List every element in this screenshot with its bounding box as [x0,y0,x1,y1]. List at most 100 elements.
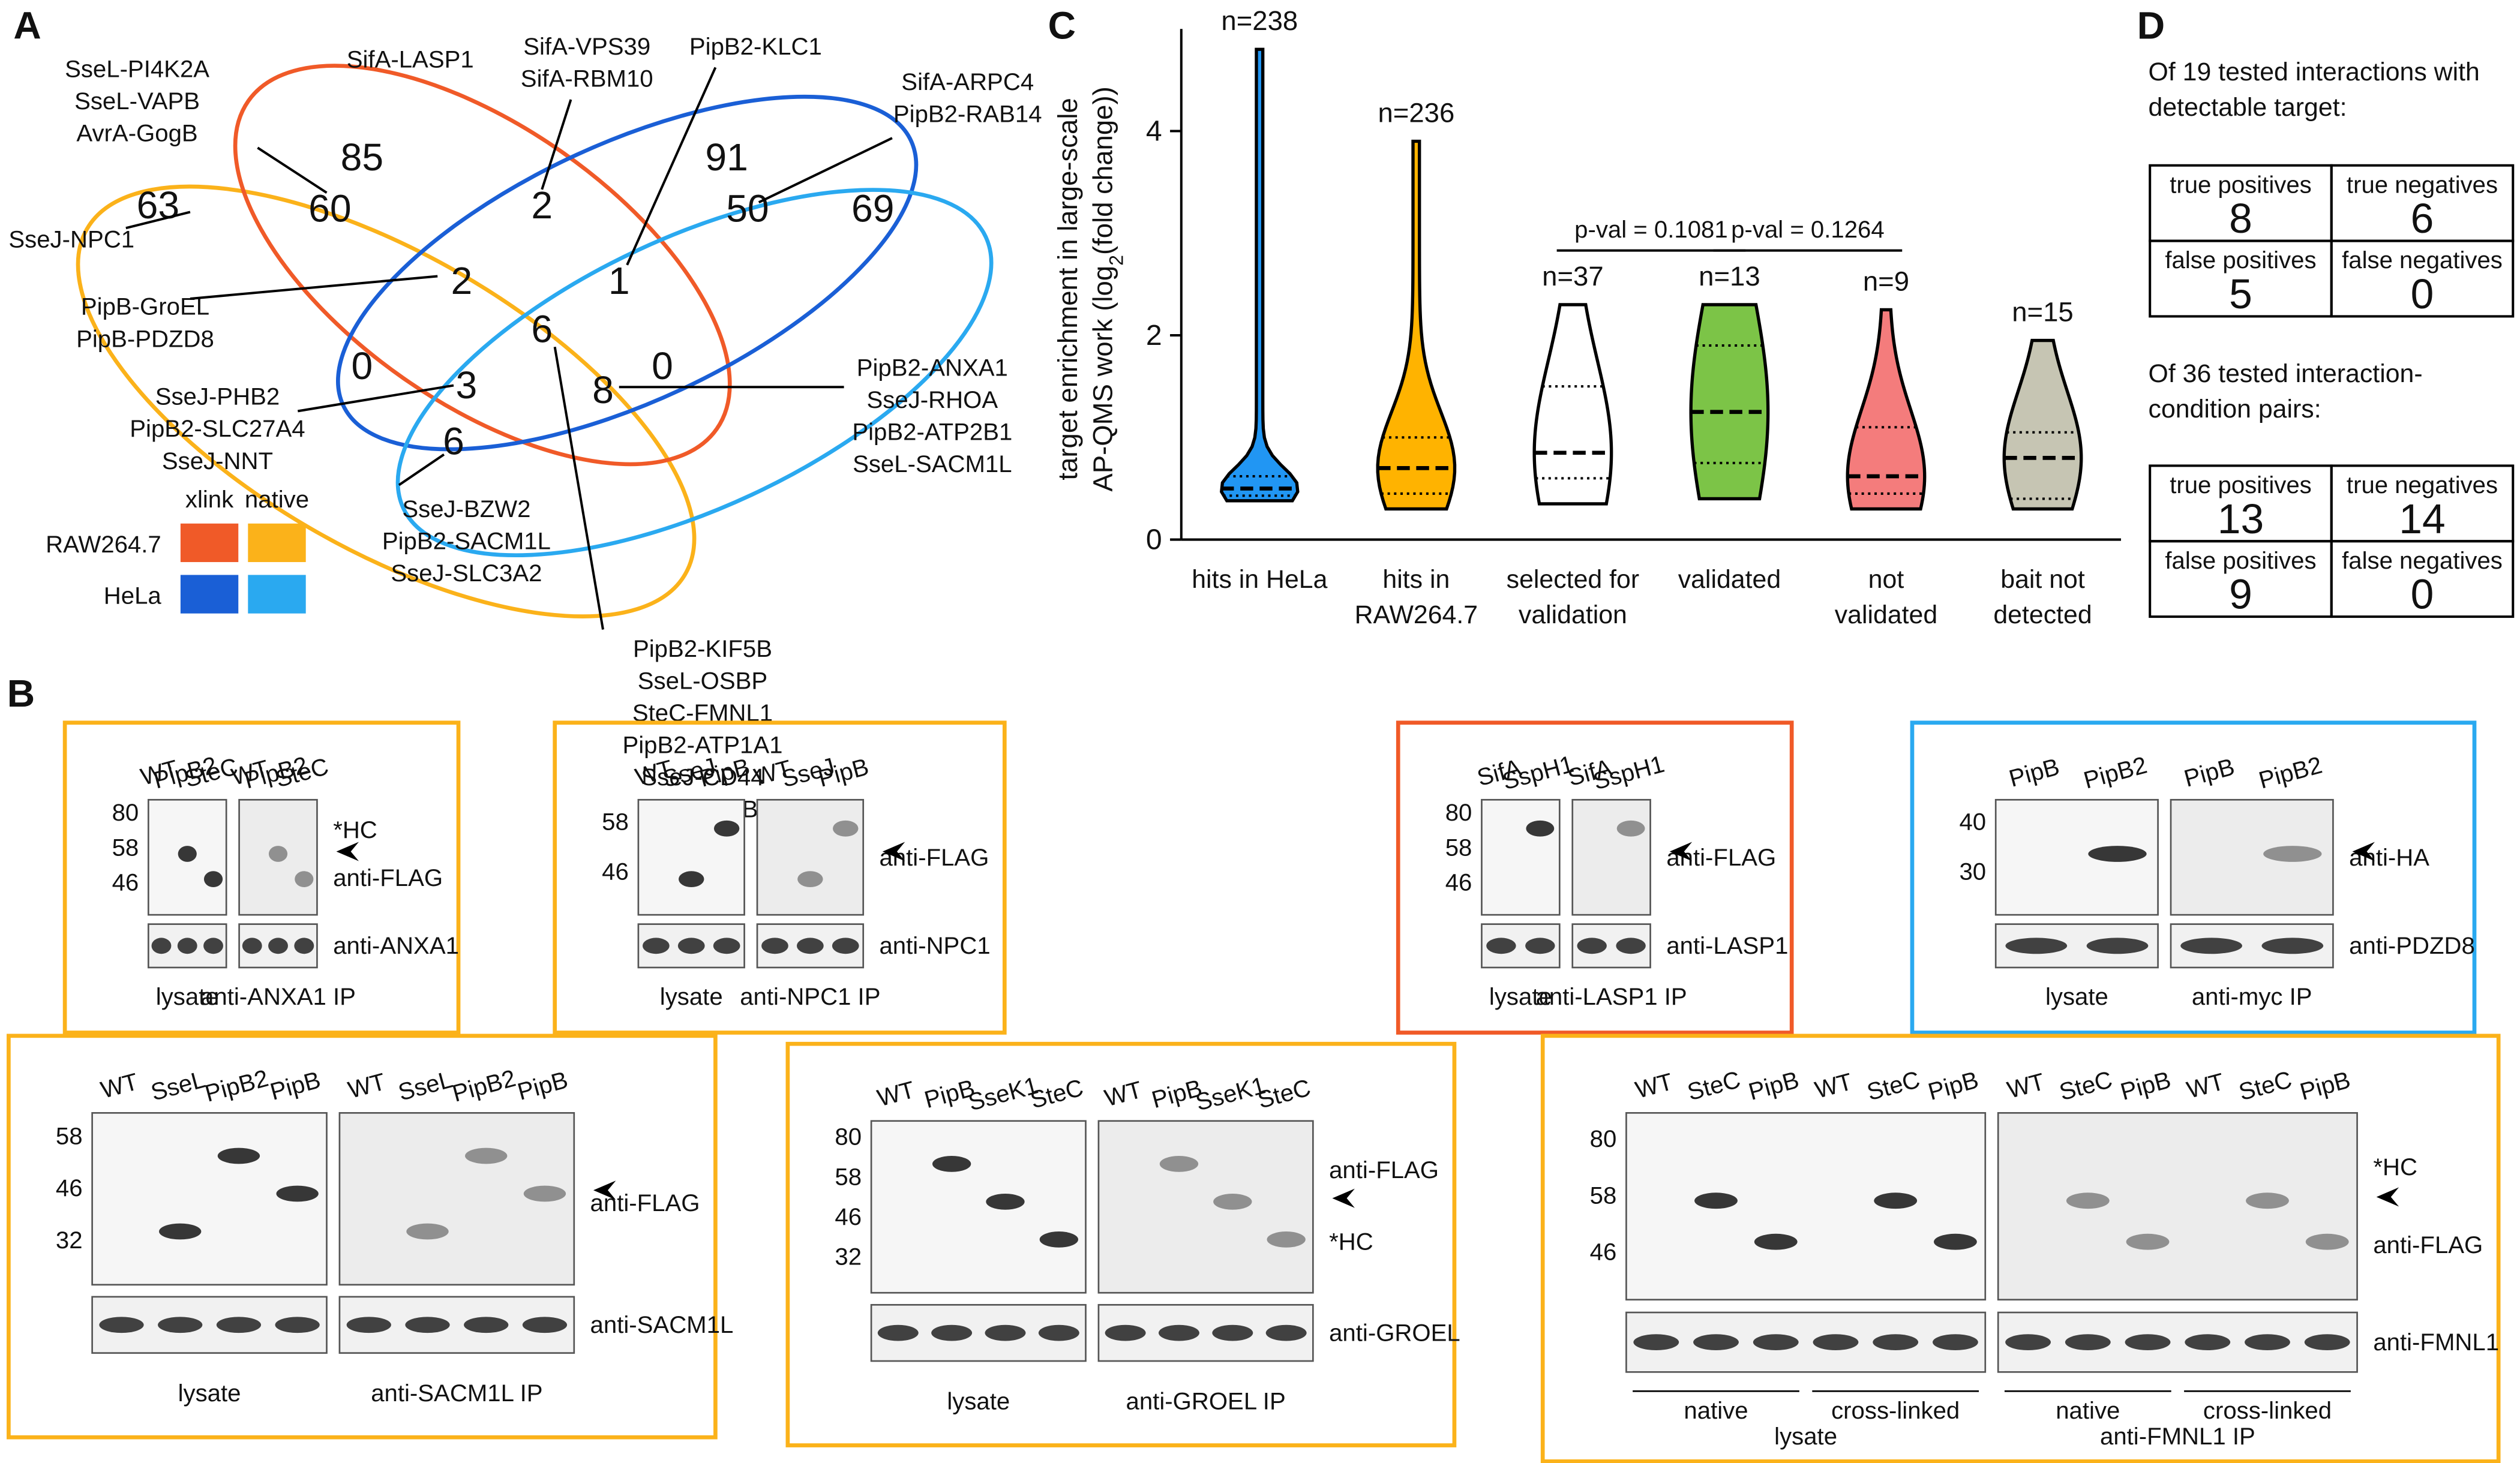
lane-label: WT [345,1068,388,1104]
band [2246,1192,2289,1209]
x-tick-label: validated [1835,600,1937,629]
venn-count: 69 [851,187,894,230]
band [1616,938,1645,954]
antibody-label: *HC [2373,1153,2417,1180]
table-caption: Of 19 tested interactions with [2149,58,2480,86]
antibody-label: anti-LASP1 [1666,932,1788,959]
band [1267,1231,1306,1248]
band [1266,1325,1307,1341]
y-axis-label: target enrichment in large-scale [1052,98,1083,480]
blot-image [1998,1312,2357,1372]
n-label: n=15 [2012,296,2074,327]
antibody-label: anti-SACM1L [590,1311,734,1338]
cell-value: 13 [2218,495,2264,542]
blot-caption: lysate [947,1387,1010,1414]
band [2126,1234,2170,1250]
interaction-label: PipB2-RAB14 [893,100,1042,127]
band [2005,1334,2051,1350]
group-label: native [1684,1397,1748,1424]
y-tick-label: 0 [1146,524,1162,556]
panel-label: A [13,4,41,47]
venn-count: 50 [726,187,769,230]
venn-count: 0 [652,344,673,387]
cell-label: false negatives [2342,547,2503,574]
blot-caption: lysate [2045,983,2108,1010]
band [713,938,740,954]
mw-marker: 46 [56,1174,83,1201]
group-label: cross-linked [1831,1397,1960,1424]
band [1526,821,1554,837]
venn-set [13,101,759,702]
x-tick-label: selected for [1507,565,1639,594]
blot-image [1626,1312,1985,1372]
violin [1378,141,1454,509]
band [931,1325,972,1341]
interaction-label: SseL-PI4K2A [65,56,209,83]
band [524,1186,566,1202]
mw-marker: 46 [112,869,139,896]
cell-label: false positives [2165,247,2316,274]
cell-label: false positives [2165,547,2316,574]
band [1753,1334,1799,1350]
lane-label: PipB [515,1066,571,1105]
band [1525,938,1555,954]
legend-swatch [248,575,305,613]
antibody-label: anti-GROEL [1329,1320,1460,1347]
antibody-label: *HC [333,816,377,843]
blot-image [871,1121,1085,1293]
mw-marker: 32 [835,1243,862,1270]
antibody-label: anti-FLAG [333,864,443,891]
band [1813,1334,1859,1350]
band [465,1148,507,1164]
band [2087,938,2149,954]
violin [1222,49,1298,501]
interaction-label: PipB2-SACM1L [382,528,551,555]
mw-marker: 80 [835,1123,862,1150]
band [1873,1334,1918,1350]
blot-caption: lysate [1774,1423,1837,1450]
band [159,1224,201,1240]
band [99,1317,143,1333]
band [158,1317,202,1333]
n-label: n=238 [1221,5,1298,36]
band [217,1317,261,1333]
leader-line [399,455,444,485]
p-value: p-val = 0.1264 [1731,216,1885,243]
cell-label: true positives [2170,471,2312,498]
panel-label: C [1048,4,1076,47]
mw-marker: 30 [1959,858,1986,885]
lane-label: PipB2 [449,1065,518,1107]
interaction-label: PipB2-ANXA1 [857,354,1008,381]
y-tick-label: 2 [1146,319,1162,352]
blot-image [1626,1113,1985,1299]
cell-label: true negatives [2347,171,2498,198]
mw-marker: 40 [1959,808,1986,835]
lane-label: PipB [2297,1066,2353,1105]
band [294,938,314,954]
x-tick-label: hits in HeLa [1192,565,1327,594]
band [268,938,288,954]
venn-count: 6 [531,307,553,350]
lane-label: SteC [2056,1066,2115,1106]
y-axis-label-part: AP-QMS work (log [1088,266,1118,492]
interaction-label: PipB2-SLC27A4 [130,415,305,442]
x-tick-label: hits in [1382,565,1450,594]
band [2261,938,2323,954]
band [523,1317,567,1333]
band [2263,846,2321,862]
violin [1847,310,1925,509]
venn-count: 2 [531,184,553,227]
violin [2004,341,2081,509]
antibody-label: *HC [1329,1228,1373,1255]
lane-label: WT [98,1068,141,1104]
band [1213,1194,1252,1210]
x-tick-label: validation [1519,600,1627,629]
lane-label: PipB2 [202,1065,271,1107]
venn-count: 1 [608,259,630,302]
band [679,871,704,887]
group-label: cross-linked [2203,1397,2332,1424]
band [275,1317,320,1333]
lane-label: PipB2 [2256,752,2325,794]
